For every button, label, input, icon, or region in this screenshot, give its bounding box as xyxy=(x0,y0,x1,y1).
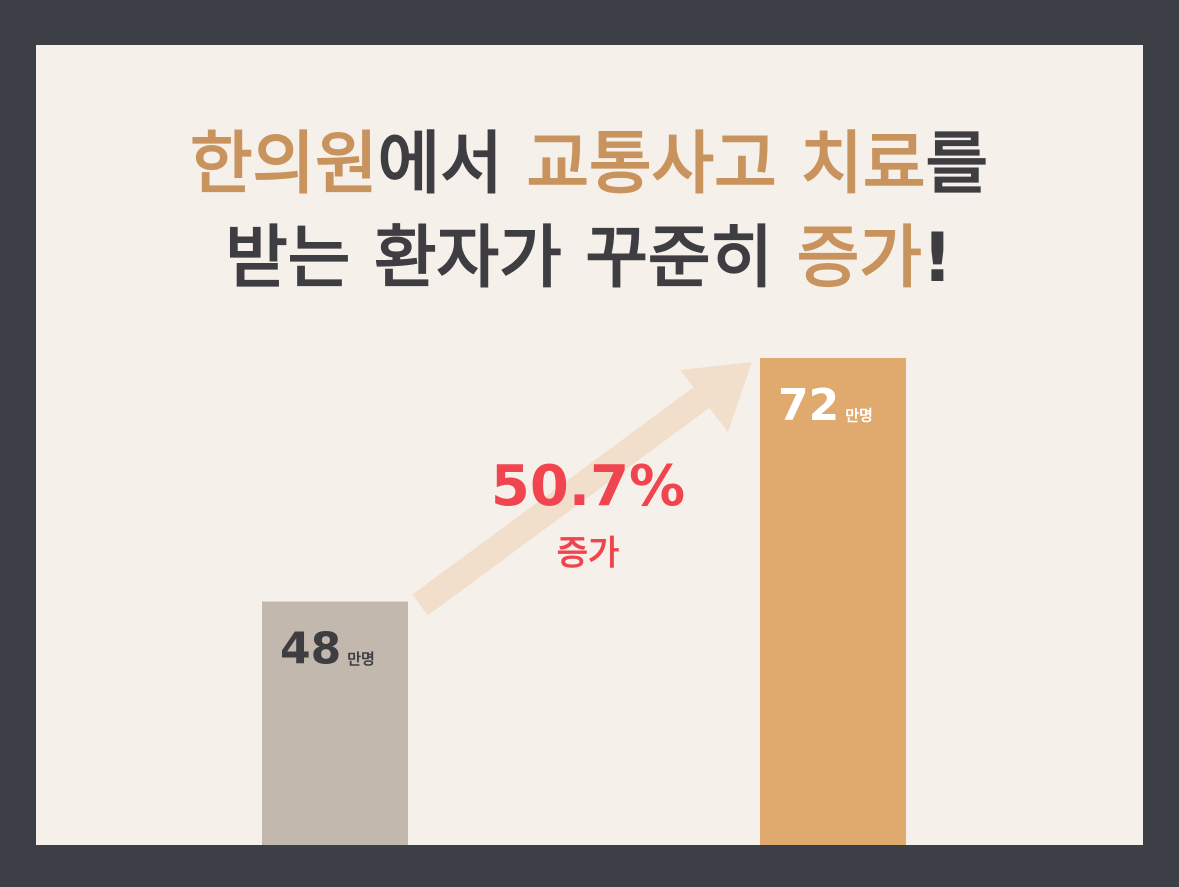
bar xyxy=(262,601,408,845)
title-segment: 받는 환자가 꾸준히 xyxy=(225,219,797,298)
value-label: 48 xyxy=(280,624,341,675)
value-label: 72 xyxy=(778,380,839,431)
bar xyxy=(760,358,906,845)
title-segment: 교통사고 치료 xyxy=(526,125,925,204)
title-segment: ! xyxy=(922,219,953,298)
title-segment: 에서 xyxy=(378,125,527,204)
annotation-text: 증가 xyxy=(557,534,620,574)
title-segment: 한의원 xyxy=(190,125,378,204)
chart-title: 한의원에서 교통사고 치료를 xyxy=(190,125,988,204)
panel xyxy=(36,45,1143,845)
value-unit: 만명 xyxy=(845,407,873,425)
value-unit: 만명 xyxy=(347,650,375,668)
chart-title: 받는 환자가 꾸준히 증가! xyxy=(225,219,953,298)
growth-arrow xyxy=(412,362,752,616)
title-segment: 를 xyxy=(925,125,988,204)
title-segment: 증가 xyxy=(797,219,922,298)
annotation-value: 50.7% xyxy=(491,454,685,519)
